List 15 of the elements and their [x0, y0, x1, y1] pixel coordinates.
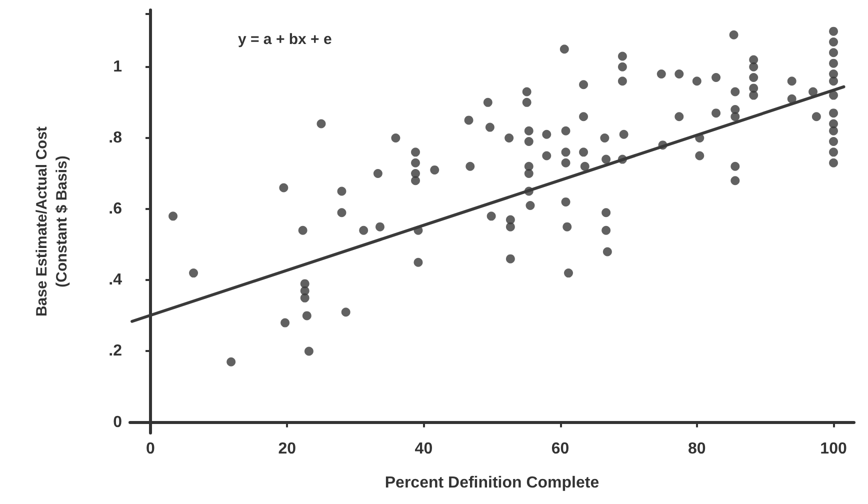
- x-axis-title: Percent Definition Complete: [384, 474, 600, 492]
- annotation: y = a + bx + e: [238, 31, 332, 48]
- x-tick-label: 100: [820, 440, 847, 458]
- y-tick-label: .6: [108, 200, 122, 218]
- y-tick-label: .8: [108, 129, 122, 146]
- y-tick-label: 1: [113, 58, 122, 76]
- x-tick-label: 20: [278, 440, 296, 458]
- y-tick-label: 0: [113, 414, 122, 431]
- x-tick-label: 40: [414, 440, 433, 458]
- y-axis-title: Base Estimate/Actual Cost (Constant $ Basis): [34, 126, 70, 317]
- x-tick-label: 80: [688, 440, 706, 458]
- x-tick-label: 60: [551, 440, 570, 458]
- y-tick-label: .2: [108, 342, 122, 360]
- x-tick-label: 0: [146, 440, 156, 458]
- y-tick-label: .4: [108, 272, 122, 289]
